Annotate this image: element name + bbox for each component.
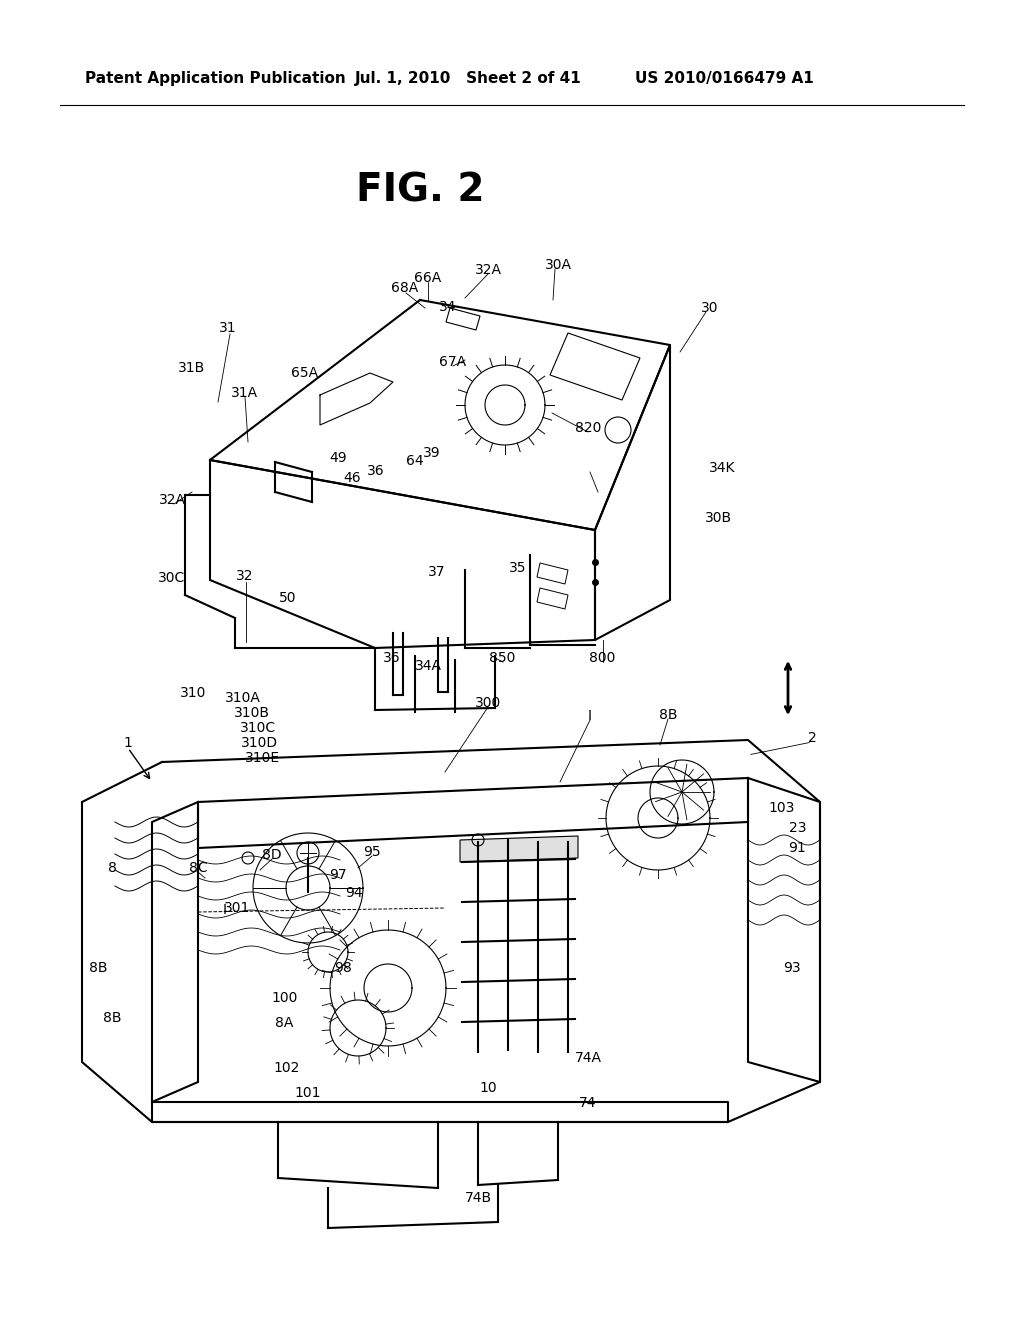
Text: 850: 850	[488, 651, 515, 665]
Text: 8B: 8B	[658, 708, 677, 722]
Text: 32: 32	[237, 569, 254, 583]
Text: 8A: 8A	[274, 1016, 293, 1030]
Text: 100: 100	[271, 991, 298, 1005]
Text: Patent Application Publication: Patent Application Publication	[85, 70, 346, 86]
Text: 36: 36	[383, 651, 400, 665]
Text: 310E: 310E	[246, 751, 281, 766]
Text: 310A: 310A	[225, 690, 261, 705]
Text: 68A: 68A	[391, 281, 419, 294]
Text: 46: 46	[343, 471, 360, 484]
Text: 74A: 74A	[574, 1051, 601, 1065]
Text: 34A: 34A	[415, 659, 441, 673]
Text: 23: 23	[790, 821, 807, 836]
Text: 49: 49	[329, 451, 347, 465]
Text: 91: 91	[788, 841, 806, 855]
Text: 65A: 65A	[292, 366, 318, 380]
Polygon shape	[460, 836, 578, 862]
Text: 103: 103	[769, 801, 796, 814]
Text: 66A: 66A	[415, 271, 441, 285]
Text: 101: 101	[295, 1086, 322, 1100]
Text: 31B: 31B	[178, 360, 206, 375]
Text: 8B: 8B	[102, 1011, 121, 1026]
Text: 8B: 8B	[89, 961, 108, 975]
Text: 32A: 32A	[159, 492, 185, 507]
Text: 95: 95	[364, 845, 381, 859]
Text: I: I	[588, 709, 592, 723]
Text: 1: 1	[124, 737, 132, 750]
Text: 8C: 8C	[188, 861, 207, 875]
Text: 30C: 30C	[159, 572, 185, 585]
Text: 300: 300	[475, 696, 501, 710]
Text: 310B: 310B	[234, 706, 270, 719]
Text: FIG. 2: FIG. 2	[355, 172, 484, 209]
Text: 820: 820	[574, 421, 601, 436]
Text: 93: 93	[783, 961, 801, 975]
Text: 301: 301	[224, 902, 250, 915]
Text: 8D: 8D	[262, 847, 282, 862]
Text: 102: 102	[273, 1061, 300, 1074]
Text: I: I	[223, 903, 227, 917]
Text: 97: 97	[329, 869, 347, 882]
Text: 310C: 310C	[240, 721, 276, 735]
Text: 10: 10	[479, 1081, 497, 1096]
Text: 30A: 30A	[545, 257, 571, 272]
Text: 31: 31	[219, 321, 237, 335]
Text: 31A: 31A	[231, 385, 259, 400]
Text: 98: 98	[334, 961, 352, 975]
Text: 94: 94	[345, 886, 362, 900]
Text: Jul. 1, 2010   Sheet 2 of 41: Jul. 1, 2010 Sheet 2 of 41	[355, 70, 582, 86]
Text: 8: 8	[108, 861, 117, 875]
Text: 50: 50	[280, 591, 297, 605]
Text: 30: 30	[701, 301, 719, 315]
Text: US 2010/0166479 A1: US 2010/0166479 A1	[635, 70, 814, 86]
Text: 310: 310	[180, 686, 206, 700]
Text: 74: 74	[580, 1096, 597, 1110]
Text: 310D: 310D	[242, 737, 279, 750]
Text: 64: 64	[407, 454, 424, 469]
Text: 67A: 67A	[439, 355, 467, 370]
Text: 2: 2	[808, 731, 816, 744]
Text: 34: 34	[439, 300, 457, 314]
Text: 39: 39	[423, 446, 440, 459]
Text: 30B: 30B	[705, 511, 731, 525]
Text: 35: 35	[509, 561, 526, 576]
Text: 74B: 74B	[465, 1191, 492, 1205]
Text: 34K: 34K	[709, 461, 735, 475]
Text: 32A: 32A	[474, 263, 502, 277]
Text: 800: 800	[589, 651, 615, 665]
Text: 36: 36	[368, 465, 385, 478]
Text: 37: 37	[428, 565, 445, 579]
